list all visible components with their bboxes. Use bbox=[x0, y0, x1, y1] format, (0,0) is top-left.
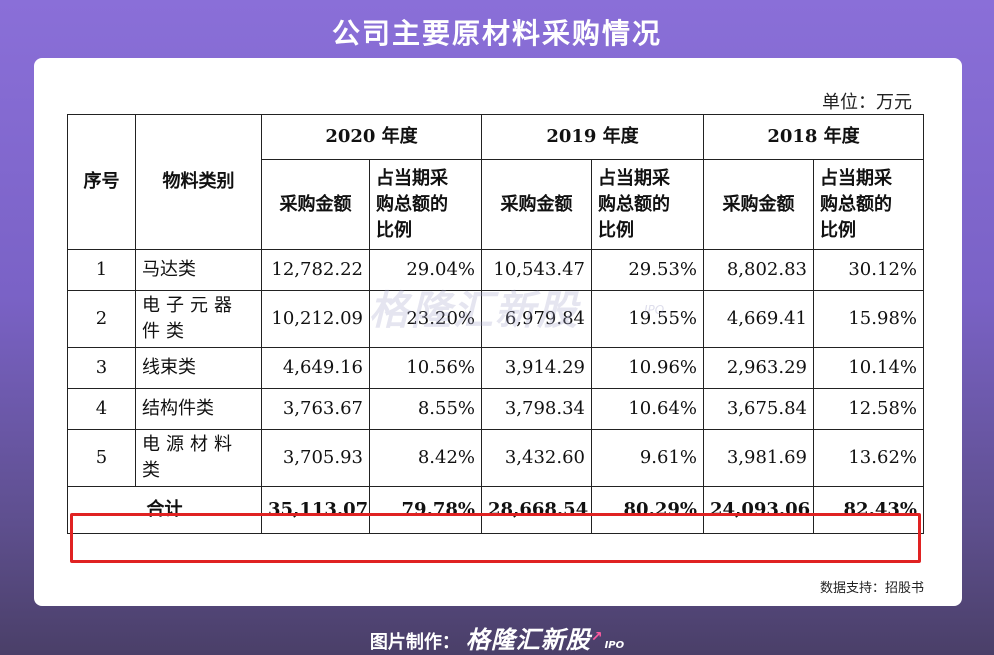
table-card: 单位：万元 序号 物料类别 2020 年度 2019 年度 2018 年度 采购… bbox=[34, 58, 962, 606]
total-label: 合计 bbox=[67, 486, 262, 534]
cell-seq: 3 bbox=[67, 347, 136, 389]
cell-category: 线束类 bbox=[135, 347, 262, 389]
table-row: 3 线束类 4,649.16 10.56% 3,914.29 10.96% 2,… bbox=[67, 347, 924, 389]
cell-ratio-2018: 12.58% bbox=[813, 388, 924, 430]
total-amount-2018: 24,093.06 bbox=[703, 486, 814, 534]
header-ratio-2020: 占当期采 购总额的 比例 bbox=[369, 159, 482, 250]
source-note: 数据支持：招股书 bbox=[819, 581, 924, 596]
table-row: 4 结构件类 3,763.67 8.55% 3,798.34 10.64% 3,… bbox=[67, 388, 924, 430]
cell-seq: 1 bbox=[67, 249, 136, 291]
cell-ratio-2018: 30.12% bbox=[813, 249, 924, 291]
table-row: 5 电源材料类 3,705.93 8.42% 3,432.60 9.61% 3,… bbox=[67, 429, 924, 487]
header-ratio-2019: 占当期采 购总额的 比例 bbox=[591, 159, 704, 250]
cell-ratio-2020: 29.04% bbox=[369, 249, 482, 291]
header-year-2018: 2018 年度 bbox=[703, 114, 924, 160]
header-seq: 序号 bbox=[67, 114, 136, 250]
header-amount-2020: 采购金额 bbox=[261, 159, 370, 250]
spark-icon: ↗ bbox=[590, 629, 603, 645]
cell-amount-2019: 3,914.29 bbox=[481, 347, 592, 389]
cell-amount-2018: 3,981.69 bbox=[703, 429, 814, 487]
cell-seq: 4 bbox=[67, 388, 136, 430]
cell-ratio-2019: 29.53% bbox=[591, 249, 704, 291]
cell-ratio-2019: 19.55% bbox=[591, 290, 704, 348]
cell-amount-2020: 4,649.16 bbox=[261, 347, 370, 389]
cell-ratio-2018: 10.14% bbox=[813, 347, 924, 389]
cell-ratio-2019: 9.61% bbox=[591, 429, 704, 487]
total-ratio-2018: 82.43% bbox=[813, 486, 924, 534]
cell-amount-2020: 12,782.22 bbox=[261, 249, 370, 291]
cell-ratio-2019: 10.64% bbox=[591, 388, 704, 430]
cell-amount-2018: 8,802.83 bbox=[703, 249, 814, 291]
cell-ratio-2019: 10.96% bbox=[591, 347, 704, 389]
footer-credit: 图片制作： 格隆汇新股↗IPO bbox=[0, 620, 994, 655]
total-amount-2019: 28,668.54 bbox=[481, 486, 592, 534]
cell-amount-2020: 3,705.93 bbox=[261, 429, 370, 487]
header-year-2020: 2020 年度 bbox=[261, 114, 482, 160]
total-row: 合计 35,113.07 79.78% 28,668.54 80.29% 24,… bbox=[67, 486, 924, 534]
cell-amount-2018: 4,669.41 bbox=[703, 290, 814, 348]
cell-amount-2018: 2,963.29 bbox=[703, 347, 814, 389]
watermark-ipo: IPO bbox=[644, 303, 665, 317]
cell-ratio-2018: 13.62% bbox=[813, 429, 924, 487]
watermark-logo: 格隆汇新股 bbox=[369, 288, 579, 334]
unit-label: 单位：万元 bbox=[822, 92, 912, 113]
page-title: 公司主要原材料采购情况 bbox=[331, 17, 662, 50]
cell-ratio-2018: 15.98% bbox=[813, 290, 924, 348]
total-ratio-2019: 80.29% bbox=[591, 486, 704, 534]
cell-ratio-2020: 10.56% bbox=[369, 347, 482, 389]
header-category: 物料类别 bbox=[135, 114, 262, 250]
table-row: 1 马达类 12,782.22 29.04% 10,543.47 29.53% … bbox=[67, 249, 924, 291]
header-amount-2018: 采购金额 bbox=[703, 159, 814, 250]
cell-amount-2020: 10,212.09 bbox=[261, 290, 370, 348]
cell-seq: 5 bbox=[67, 429, 136, 487]
header-year-2019: 2019 年度 bbox=[481, 114, 704, 160]
cell-category: 电源材料类 bbox=[135, 429, 262, 487]
footer-label: 图片制作： bbox=[369, 632, 460, 653]
footer-brand-logo: 格隆汇新股 bbox=[465, 626, 591, 654]
cell-category: 结构件类 bbox=[135, 388, 262, 430]
footer-ipo: IPO bbox=[604, 640, 625, 651]
cell-amount-2019: 10,543.47 bbox=[481, 249, 592, 291]
cell-amount-2018: 3,675.84 bbox=[703, 388, 814, 430]
cell-amount-2020: 3,763.67 bbox=[261, 388, 370, 430]
cell-amount-2019: 3,432.60 bbox=[481, 429, 592, 487]
header-amount-2019: 采购金额 bbox=[481, 159, 592, 250]
cell-category: 马达类 bbox=[135, 249, 262, 291]
purchase-table: 序号 物料类别 2020 年度 2019 年度 2018 年度 采购金额 占当期… bbox=[67, 114, 924, 534]
total-ratio-2020: 79.78% bbox=[369, 486, 482, 534]
table-row: 2 电子元器 件类 10,212.09 23.20% 6,979.84 19.55… bbox=[67, 290, 924, 348]
cell-ratio-2020: 23.20% bbox=[369, 290, 482, 348]
cell-seq: 2 bbox=[67, 290, 136, 348]
cell-amount-2019: 3,798.34 bbox=[481, 388, 592, 430]
cell-ratio-2020: 8.42% bbox=[369, 429, 482, 487]
cell-ratio-2020: 8.55% bbox=[369, 388, 482, 430]
cell-category: 电子元器 件类 bbox=[135, 290, 262, 348]
header-ratio-2018: 占当期采 购总额的 比例 bbox=[813, 159, 924, 250]
total-amount-2020: 35,113.07 bbox=[261, 486, 370, 534]
